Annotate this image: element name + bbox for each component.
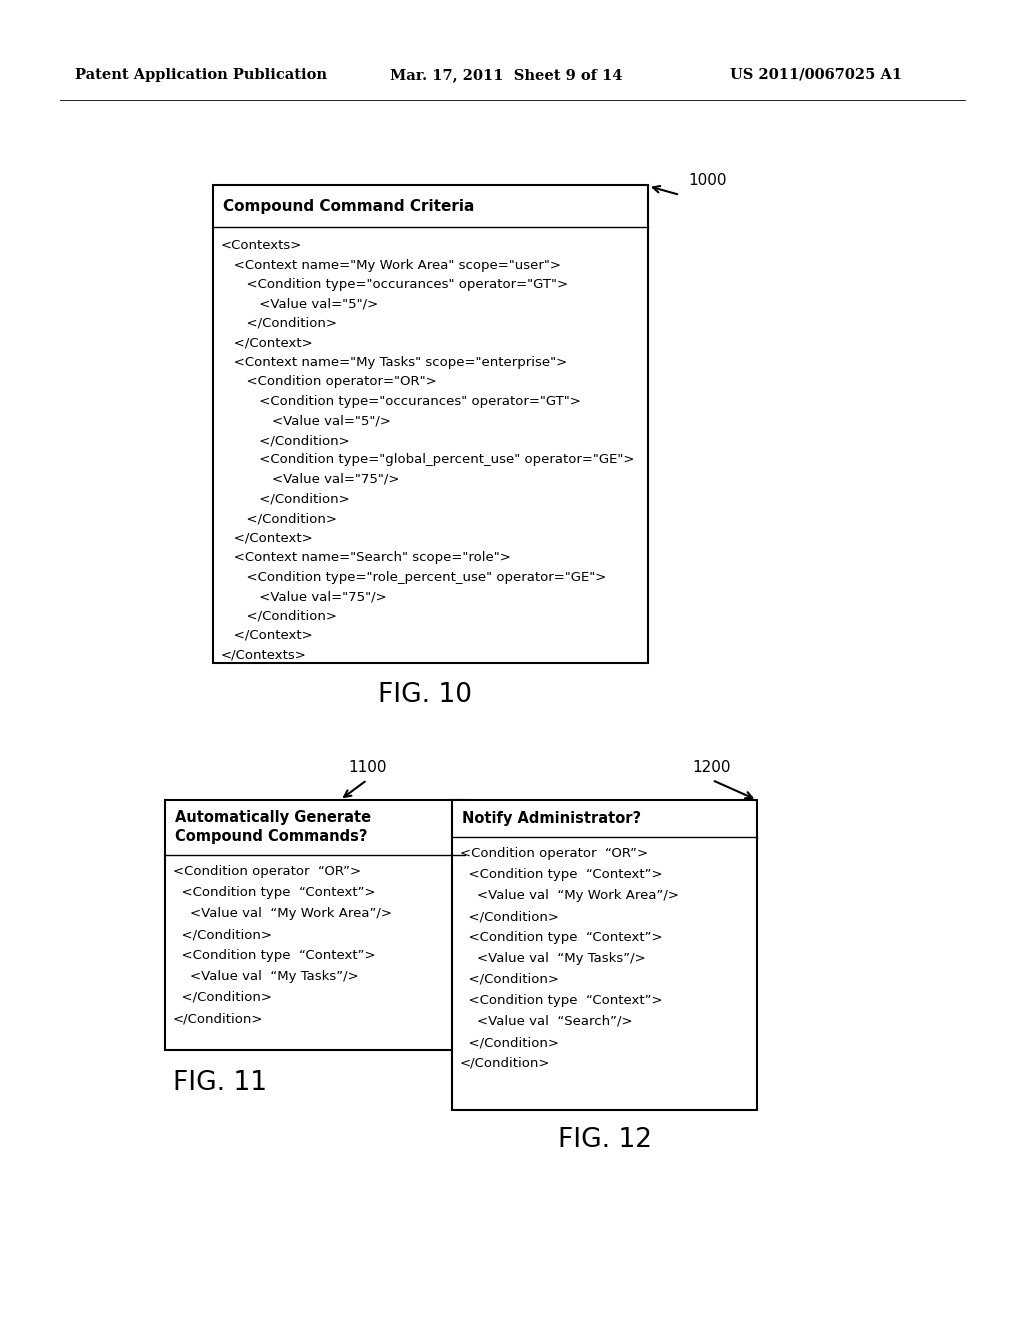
Text: <Contexts>: <Contexts> bbox=[221, 239, 302, 252]
Text: </Context>: </Context> bbox=[221, 532, 312, 544]
Text: <Condition type  “Context”>: <Condition type “Context”> bbox=[173, 886, 376, 899]
Text: <Context name="Search" scope="role">: <Context name="Search" scope="role"> bbox=[221, 550, 511, 564]
Text: <Value val  “Search”/>: <Value val “Search”/> bbox=[460, 1015, 633, 1028]
Text: <Context name="My Tasks" scope="enterprise">: <Context name="My Tasks" scope="enterpri… bbox=[221, 356, 567, 370]
Text: <Value val  “My Work Area”/>: <Value val “My Work Area”/> bbox=[173, 907, 392, 920]
Text: </Context>: </Context> bbox=[221, 630, 312, 642]
Text: <Condition type  “Context”>: <Condition type “Context”> bbox=[460, 994, 663, 1007]
Text: <Condition type  “Context”>: <Condition type “Context”> bbox=[460, 931, 663, 944]
Text: Mar. 17, 2011  Sheet 9 of 14: Mar. 17, 2011 Sheet 9 of 14 bbox=[390, 69, 623, 82]
Text: FIG. 10: FIG. 10 bbox=[378, 682, 472, 708]
Text: </Condition>: </Condition> bbox=[173, 928, 272, 941]
Bar bbox=[452, 800, 757, 1110]
Text: Automatically Generate
Compound Commands?: Automatically Generate Compound Commands… bbox=[175, 810, 371, 843]
Text: <Condition type="occurances" operator="GT">: <Condition type="occurances" operator="G… bbox=[221, 279, 568, 290]
Text: <Condition type="occurances" operator="GT">: <Condition type="occurances" operator="G… bbox=[221, 395, 581, 408]
Text: <Value val="5"/>: <Value val="5"/> bbox=[221, 297, 378, 310]
Text: </Condition>: </Condition> bbox=[221, 610, 337, 623]
Text: <Context name="My Work Area" scope="user">: <Context name="My Work Area" scope="user… bbox=[221, 259, 561, 272]
Text: <Condition operator="OR">: <Condition operator="OR"> bbox=[221, 375, 437, 388]
Text: </Condition>: </Condition> bbox=[460, 1057, 551, 1071]
Text: <Condition type  “Context”>: <Condition type “Context”> bbox=[173, 949, 376, 962]
Text: FIG. 11: FIG. 11 bbox=[173, 1071, 267, 1096]
Text: 1200: 1200 bbox=[692, 760, 730, 775]
Text: <Value val="5"/>: <Value val="5"/> bbox=[221, 414, 391, 428]
Text: <Value val="75"/>: <Value val="75"/> bbox=[221, 590, 387, 603]
Text: </Condition>: </Condition> bbox=[460, 1036, 559, 1049]
Text: </Condition>: </Condition> bbox=[221, 492, 350, 506]
Text: </Condition>: </Condition> bbox=[460, 973, 559, 986]
Text: <Condition operator  “OR”>: <Condition operator “OR”> bbox=[460, 847, 648, 861]
Text: </Contexts>: </Contexts> bbox=[221, 648, 307, 661]
Bar bbox=[165, 800, 465, 1049]
Text: Compound Command Criteria: Compound Command Criteria bbox=[223, 198, 474, 214]
Bar bbox=[213, 185, 648, 663]
Text: </Condition>: </Condition> bbox=[221, 434, 350, 447]
Text: FIG. 12: FIG. 12 bbox=[558, 1127, 652, 1152]
Text: <Condition type="global_percent_use" operator="GE">: <Condition type="global_percent_use" ope… bbox=[221, 454, 635, 466]
Text: </Condition>: </Condition> bbox=[221, 512, 337, 525]
Text: </Condition>: </Condition> bbox=[173, 1012, 263, 1026]
Text: </Condition>: </Condition> bbox=[221, 317, 337, 330]
Text: <Condition type="role_percent_use" operator="GE">: <Condition type="role_percent_use" opera… bbox=[221, 570, 606, 583]
Text: <Value val="75"/>: <Value val="75"/> bbox=[221, 473, 399, 486]
Text: 1000: 1000 bbox=[688, 173, 726, 187]
Text: </Condition>: </Condition> bbox=[173, 991, 272, 1005]
Text: Notify Administrator?: Notify Administrator? bbox=[462, 810, 641, 826]
Text: <Value val  “My Tasks”/>: <Value val “My Tasks”/> bbox=[460, 952, 646, 965]
Text: Patent Application Publication: Patent Application Publication bbox=[75, 69, 327, 82]
Text: </Condition>: </Condition> bbox=[460, 909, 559, 923]
Text: <Value val  “My Tasks”/>: <Value val “My Tasks”/> bbox=[173, 970, 358, 983]
Text: US 2011/0067025 A1: US 2011/0067025 A1 bbox=[730, 69, 902, 82]
Text: <Condition type  “Context”>: <Condition type “Context”> bbox=[460, 869, 663, 880]
Text: </Context>: </Context> bbox=[221, 337, 312, 350]
Text: <Value val  “My Work Area”/>: <Value val “My Work Area”/> bbox=[460, 888, 679, 902]
Text: 1100: 1100 bbox=[348, 760, 386, 775]
Text: <Condition operator  “OR”>: <Condition operator “OR”> bbox=[173, 865, 361, 878]
